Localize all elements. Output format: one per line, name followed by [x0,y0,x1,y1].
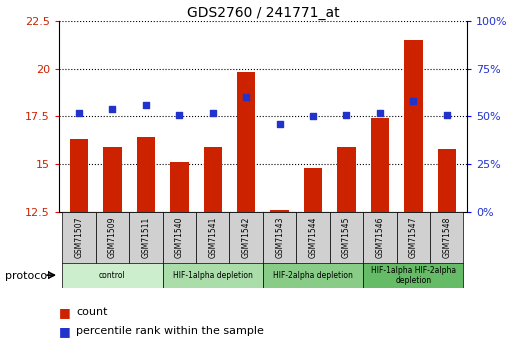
Text: GSM71545: GSM71545 [342,216,351,258]
Bar [438,149,456,212]
Text: GSM71546: GSM71546 [376,216,384,258]
Bar [63,212,96,264]
Text: control: control [99,271,126,280]
Text: GSM71541: GSM71541 [208,216,218,258]
Title: GDS2760 / 241771_at: GDS2760 / 241771_at [187,6,339,20]
Bar [129,212,163,264]
Text: HIF-1alpha HIF-2alpha
depletion: HIF-1alpha HIF-2alpha depletion [371,266,456,285]
Point [75,110,83,115]
Text: GSM71542: GSM71542 [242,216,251,258]
Text: ■: ■ [59,325,71,338]
Text: GSM71509: GSM71509 [108,216,117,258]
Text: GSM71547: GSM71547 [409,216,418,258]
Point [376,110,384,115]
Text: percentile rank within the sample: percentile rank within the sample [76,326,264,336]
Point [175,112,184,117]
Bar [229,212,263,264]
Bar [63,263,163,288]
Point [275,121,284,127]
Bar [404,40,423,212]
Bar [371,118,389,212]
Text: HIF-2alpha depletion: HIF-2alpha depletion [273,271,353,280]
Text: HIF-1alpha depletion: HIF-1alpha depletion [173,271,253,280]
Text: protocol: protocol [5,271,50,281]
Bar [170,162,189,212]
Point [242,95,250,100]
Bar [263,263,363,288]
Bar [363,263,463,288]
Bar [270,210,289,212]
Point [309,114,317,119]
Bar [196,212,229,264]
Bar [70,139,88,212]
Bar [330,212,363,264]
Bar [297,212,330,264]
Bar [304,168,322,212]
Bar [137,138,155,212]
Text: ■: ■ [59,306,71,319]
Point [342,112,350,117]
Text: GSM71543: GSM71543 [275,216,284,258]
Bar [363,212,397,264]
Point [108,106,116,111]
Text: count: count [76,307,107,317]
Bar [163,263,263,288]
Bar [263,212,297,264]
Text: GSM71540: GSM71540 [175,216,184,258]
Point [142,102,150,108]
Bar [103,147,122,212]
Bar [204,147,222,212]
Text: GSM71544: GSM71544 [308,216,318,258]
Text: GSM71511: GSM71511 [142,216,150,258]
Text: GSM71548: GSM71548 [442,216,451,258]
Bar [337,147,356,212]
Point [409,98,418,104]
Point [209,110,217,115]
Bar [96,212,129,264]
Bar [397,212,430,264]
Text: GSM71507: GSM71507 [74,216,84,258]
Bar [237,72,255,212]
Bar [163,212,196,264]
Bar [430,212,463,264]
Point [443,112,451,117]
